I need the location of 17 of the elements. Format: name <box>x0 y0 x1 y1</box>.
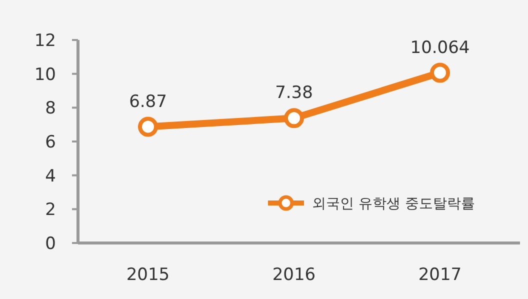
data-label: 7.38 <box>275 83 313 104</box>
x-tick-label: 2017 <box>418 265 462 285</box>
x-tick-label: 2015 <box>126 265 170 285</box>
x-tick-label: 2016 <box>272 265 316 285</box>
point <box>430 62 450 83</box>
point <box>284 108 304 128</box>
point <box>138 116 158 137</box>
y-tick-label: 0 <box>45 234 56 254</box>
y-tick-label: 12 <box>34 31 56 51</box>
y-tick-label: 6 <box>45 132 56 152</box>
y-tick-label: 8 <box>45 98 56 119</box>
y-tick-label: 4 <box>45 166 56 186</box>
y-tick-label: 10 <box>34 64 56 85</box>
y-tick-label: 2 <box>45 200 56 220</box>
legend-label: 외국인 유학생 중도탈락률 <box>312 196 475 212</box>
data-label: 6.87 <box>129 92 167 112</box>
data-label: 10.064 <box>410 38 470 58</box>
